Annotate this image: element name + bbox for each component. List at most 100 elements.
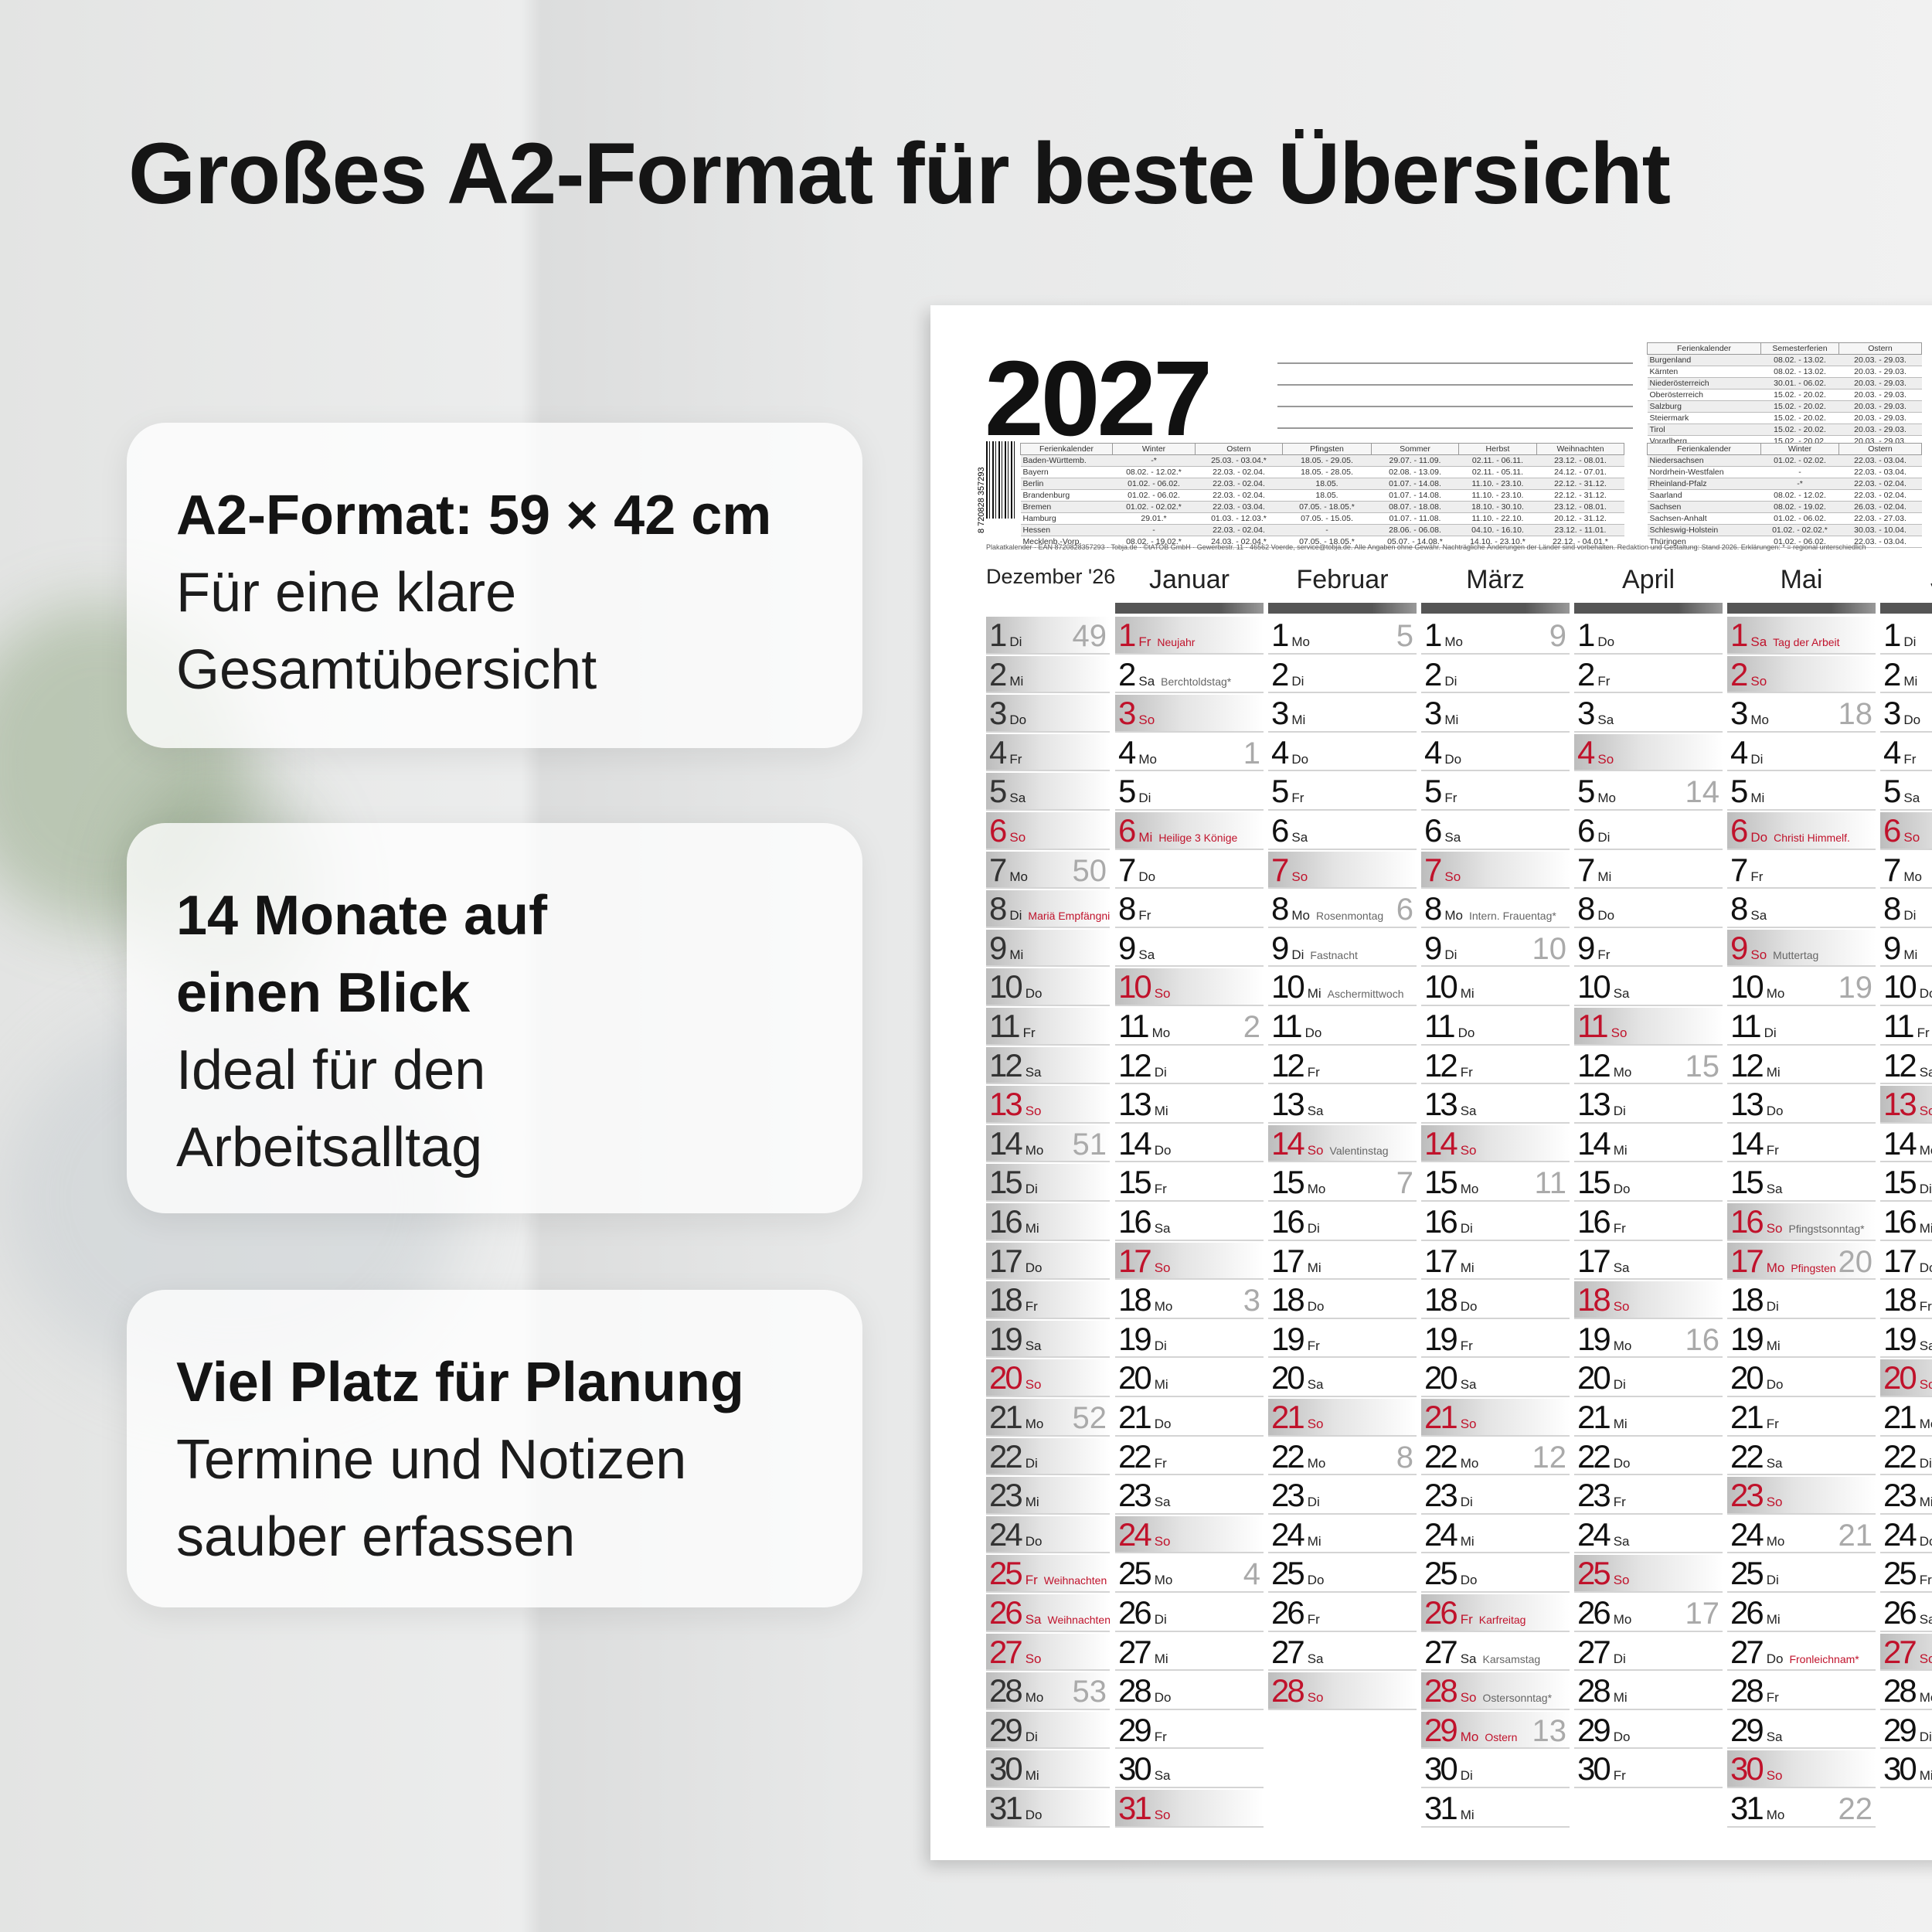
day-cell: 25 Di <box>1727 1555 1876 1593</box>
table-cell: 18.05. - 28.05. <box>1282 466 1372 478</box>
table-cell: 22.03. - 02.04. <box>1838 478 1922 490</box>
table-cell: 05.07. - 14.08.* <box>1371 536 1459 548</box>
day-cell: 24 So <box>1115 1515 1264 1554</box>
day-number: 18 <box>1118 1281 1152 1318</box>
day-number: 29 <box>989 1711 1023 1748</box>
day-number: 30 <box>1577 1750 1611 1787</box>
day-number: 26 <box>1730 1594 1764 1631</box>
day-number: 1 <box>1577 617 1595 653</box>
table-cell: 20.03. - 29.03. <box>1838 377 1922 389</box>
day-cell: 1 Fr Neujahr <box>1115 617 1264 655</box>
weekday: Do <box>1009 713 1027 728</box>
day-cell: 6 Sa <box>1421 812 1570 850</box>
day-cell: 31 Mo 22 <box>1727 1790 1876 1828</box>
day-number: 16 <box>1271 1203 1305 1240</box>
day-number: 11 <box>1730 1008 1762 1044</box>
day-number: 17 <box>1424 1242 1458 1279</box>
barcode <box>986 441 1017 519</box>
table-cell: 20.03. - 29.03. <box>1838 412 1922 424</box>
weekday: So <box>1766 1221 1783 1236</box>
feature-text: Termine und Notizen <box>176 1429 687 1491</box>
day-cell: 22 Do <box>1574 1438 1723 1476</box>
day-cell: 28 Mo 53 <box>986 1672 1110 1710</box>
day-number: 8 <box>1424 890 1442 927</box>
weekday: Sa <box>1460 1377 1477 1393</box>
table-cell: 22.12. - 04.01.* <box>1536 536 1624 548</box>
weekday: Di <box>1444 673 1458 689</box>
day-number: 15 <box>989 1164 1023 1201</box>
day-number: 21 <box>1577 1399 1611 1435</box>
day-number: 19 <box>1730 1320 1764 1357</box>
day-number: 25 <box>1118 1555 1152 1592</box>
day-cell: 4 Di <box>1727 734 1876 772</box>
weekday: Di <box>1154 1338 1167 1353</box>
day-cell: 8 Di Mariä Empfängnis <box>986 890 1110 928</box>
day-number: 6 <box>1424 812 1442 849</box>
day-number: 25 <box>1730 1555 1764 1592</box>
day-number: 26 <box>1271 1594 1305 1631</box>
day-number: 9 <box>1271 929 1289 966</box>
weekday: So <box>1154 986 1171 1002</box>
day-number: 5 <box>989 773 1007 810</box>
day-number: 2 <box>989 655 1007 692</box>
weekday: Fr <box>1613 1221 1626 1236</box>
table-cell: 18.10. - 30.10. <box>1458 501 1537 513</box>
table-cell: Mecklenb.-Vorp. <box>1020 536 1113 548</box>
weekday: Mi <box>1460 1533 1475 1549</box>
weekday: Fr <box>1460 1612 1473 1627</box>
holiday-note: Heilige 3 Könige <box>1158 832 1238 844</box>
weekday: So <box>1460 1417 1477 1431</box>
table-cell: 20.03. - 29.03. <box>1838 423 1922 436</box>
week-number: 21 <box>1838 1518 1873 1553</box>
day-number: 15 <box>1424 1164 1458 1201</box>
day-number: 30 <box>1118 1750 1152 1787</box>
holiday-note: Christi Himmelf. <box>1774 832 1850 844</box>
weekday: Do <box>1025 986 1043 1002</box>
day-cell: 29 Fr <box>1115 1712 1264 1750</box>
weekday: Mi <box>1903 673 1918 689</box>
weekday: Mi <box>1613 1690 1628 1706</box>
day-number: 6 <box>989 812 1007 849</box>
day-cell: 11 Mo 2 <box>1115 1008 1264 1046</box>
day-number: 13 <box>1577 1086 1611 1123</box>
day-cell: 17 So <box>1115 1242 1264 1281</box>
feature-title: Viel Platz für Planung <box>176 1352 744 1413</box>
weekday: Mi <box>1750 791 1765 806</box>
weekday: Sa <box>1154 1495 1171 1510</box>
day-cell: 27 Mi <box>1115 1634 1264 1672</box>
day-cell: 28 Fr <box>1727 1672 1876 1710</box>
weekday: Sa <box>1460 1104 1477 1119</box>
weekday: Di <box>1154 1064 1167 1080</box>
week-number: 22 <box>1838 1792 1873 1826</box>
day-number: 27 <box>1577 1633 1611 1670</box>
day-number: 16 <box>1118 1203 1152 1240</box>
day-number: 12 <box>1883 1046 1917 1083</box>
table-row: Kärnten 08.02. - 13.02. 20.03. - 29.03. <box>1647 366 1922 378</box>
day-cell: 10 Mo 19 <box>1727 968 1876 1006</box>
weekday: So <box>1611 1026 1628 1040</box>
table-cell: 11.10. - 23.10. <box>1458 489 1537 502</box>
day-cell: 18 Di <box>1727 1281 1876 1319</box>
day-number: 3 <box>1883 695 1901 732</box>
table-header: Ostern <box>1838 443 1922 455</box>
table-cell: 22.03. - 02.04. <box>1195 466 1283 478</box>
weekday: Sa <box>1613 1260 1630 1275</box>
weekday: Fr <box>1154 1182 1167 1197</box>
weekday: Fr <box>1009 751 1022 767</box>
table-cell: 20.12. - 31.12. <box>1536 512 1624 525</box>
day-number: 18 <box>1730 1281 1764 1318</box>
day-number: 9 <box>1577 929 1595 966</box>
day-cell: 29 Di <box>986 1711 1110 1750</box>
day-number: 10 <box>1883 968 1917 1005</box>
holiday-note: Valentinstag <box>1329 1144 1389 1157</box>
table-cell: Baden-Württemb. <box>1020 454 1113 467</box>
day-cell: 24 Mo 21 <box>1727 1516 1876 1554</box>
table-cell: 01.02. - 02.02. <box>1760 454 1839 467</box>
day-number: 20 <box>1883 1359 1917 1396</box>
day-number: 18 <box>1883 1281 1917 1318</box>
day-number: 13 <box>1730 1086 1764 1123</box>
weekday: Mo <box>1919 1417 1932 1431</box>
